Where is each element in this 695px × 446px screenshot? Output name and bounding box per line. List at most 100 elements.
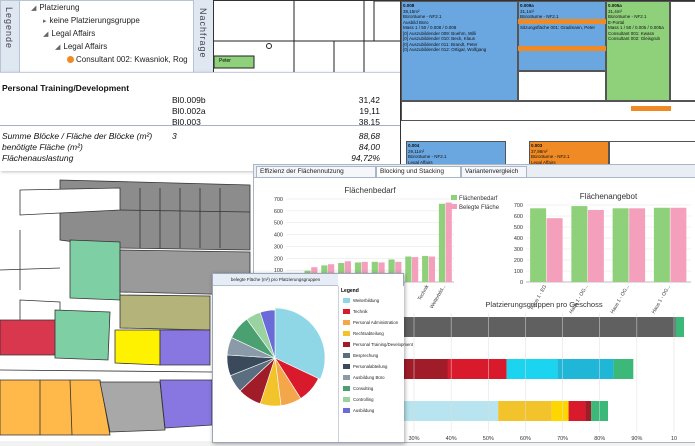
block-0-008[interactable]: 0.008 38,15m² Büroräume - NF2.1 Ausbild Bür…	[401, 1, 518, 101]
legend-swatch	[451, 204, 457, 209]
bar[interactable]	[338, 263, 345, 282]
legend-item[interactable]: Personal Administration	[343, 320, 398, 326]
legend-swatch	[343, 320, 350, 326]
stacked-segment[interactable]	[568, 401, 586, 421]
bar[interactable]	[670, 207, 687, 282]
bar[interactable]	[422, 255, 429, 282]
tree-node[interactable]: ▸ keine Platzierungsgruppe	[43, 16, 140, 25]
pie-slice[interactable]	[274, 307, 326, 380]
bar[interactable]	[344, 261, 352, 282]
x-tick-label: 60%	[520, 436, 531, 442]
block-area: 38,15	[358, 117, 380, 127]
bar[interactable]	[405, 256, 412, 282]
legend-item[interactable]: Consulting	[343, 386, 373, 392]
legend-item[interactable]: Ausbildung Büro	[343, 375, 385, 381]
legend-label: Controlling	[353, 397, 374, 402]
tab-1[interactable]: Blocking und Stacking	[376, 166, 461, 177]
stacked-segment[interactable]	[498, 401, 552, 421]
y-tick-label: 100	[274, 268, 283, 274]
block-area: 19,11	[359, 106, 380, 116]
tree-node[interactable]: ◢ Legal Affairs	[43, 29, 95, 38]
stacked-segment[interactable]	[394, 317, 676, 337]
stacked-segment[interactable]	[551, 401, 569, 421]
stacked-segment[interactable]	[675, 317, 684, 337]
bar[interactable]	[378, 262, 385, 282]
chart-title: Platzierungsgruppen pro Geschoss	[485, 300, 602, 309]
legend-item[interactable]: Controlling	[343, 397, 374, 403]
person-icon	[67, 56, 74, 64]
stacked-segment[interactable]	[585, 401, 592, 421]
bar[interactable]	[428, 256, 436, 282]
tab-2[interactable]: Variantenvergleich	[461, 166, 527, 177]
summary-value: 84,00	[358, 142, 380, 152]
stacked-segment[interactable]	[394, 359, 448, 379]
bar[interactable]	[546, 218, 563, 282]
table-divider	[0, 125, 400, 126]
bar[interactable]	[361, 261, 368, 282]
tree-node[interactable]: ◢ Platzierung	[31, 3, 79, 12]
block-text: Legal Affairs	[408, 159, 433, 165]
tab-0[interactable]: Effizienz der Flächennutzung	[256, 166, 376, 177]
block-text: Büroräume - NF2.1	[408, 154, 447, 159]
stacked-segment[interactable]	[399, 401, 499, 421]
block-0-005a[interactable]: 0.005a 31,4m² Büroräume - NF2.1 E-Portal Mas…	[606, 1, 670, 101]
bar[interactable]	[530, 208, 547, 282]
blocking-diagram[interactable]: 0.008 38,15m² Büroräume - NF2.1 Ausbild Bür…	[400, 0, 695, 172]
legend-item[interactable]: Ausbildung	[343, 408, 374, 414]
block-text: Mass 1 / 50 / 0.008 / 0.008	[403, 25, 457, 30]
block-text: [0] Auszubildender 011: Brandt, Peter	[403, 41, 478, 47]
block-text: 0.005a	[608, 3, 622, 8]
legend-item[interactable]: Weiterbildung	[343, 298, 379, 304]
stacked-segment[interactable]	[613, 359, 634, 379]
legend-item[interactable]: Personalabteilung	[343, 364, 387, 370]
legend-side-tab[interactable]: Legende	[1, 1, 20, 73]
bar[interactable]	[612, 208, 629, 282]
bar[interactable]	[412, 257, 419, 282]
pie-chart	[226, 307, 326, 407]
x-tick-label: 10	[671, 436, 677, 442]
bar[interactable]	[371, 261, 378, 282]
legend-item[interactable]: Rechtsabteilung	[343, 331, 384, 337]
bar[interactable]	[445, 202, 452, 282]
tree-node[interactable]: Consultant 002: Kwasniok, Rog	[67, 55, 188, 64]
block-text: Consultant 001: Kwasn	[608, 30, 655, 36]
tree-node-label: Consultant 002: Kwasniok, Rog	[76, 55, 188, 64]
bar[interactable]	[395, 261, 402, 282]
summary-count: 3	[172, 131, 177, 141]
pie-chart-popup[interactable]: belegte Fläche (m²) pro Platzierungsgrup…	[212, 273, 413, 443]
bar[interactable]	[388, 259, 395, 282]
pie-legend-title: Legend	[341, 288, 359, 294]
block-stripe	[518, 19, 606, 24]
legend-label: Belegte Fläche	[459, 205, 500, 211]
pie-legend: Legend Weiterbildung Technik Personal Admi…	[338, 286, 413, 442]
legend-swatch	[343, 408, 350, 414]
legend-item[interactable]: Technik	[343, 309, 368, 315]
legend-item[interactable]: Besprechung	[343, 353, 378, 359]
stacked-segment[interactable]	[557, 359, 614, 379]
plan-label: Peter	[219, 58, 231, 64]
tree-node[interactable]: ◢ Legal Affairs	[55, 42, 107, 51]
bar[interactable]	[354, 262, 362, 282]
block-text: Legal Affairs	[531, 159, 556, 165]
block-text: Büroräume - NF2.1	[608, 14, 647, 19]
y-tick-label: 300	[514, 247, 523, 253]
bar[interactable]	[587, 209, 604, 282]
chart-title: Flächenangebot	[580, 192, 638, 201]
bar[interactable]	[571, 206, 588, 282]
tree-node-label: Legal Affairs	[51, 29, 96, 38]
expand-icon: ◢	[31, 5, 37, 12]
y-tick-label: 700	[514, 203, 523, 209]
expand-icon: ◢	[43, 31, 49, 38]
bar[interactable]	[653, 207, 670, 282]
block-text: Büroräume - NF2.1	[520, 14, 559, 19]
stacked-segment[interactable]	[447, 359, 507, 379]
stacked-segment[interactable]	[506, 359, 558, 379]
bar[interactable]	[629, 208, 646, 282]
legend-label: Rechtsabteilung	[353, 331, 384, 336]
bar[interactable]	[438, 203, 446, 282]
legend-label: Flächenbedarf	[459, 196, 498, 202]
pie-slice[interactable]	[259, 309, 276, 359]
summary-label: Summe Blöcke / Fläche der Blöcke (m²)	[2, 131, 153, 141]
legend-item[interactable]: Personal Training/Development	[343, 342, 413, 348]
